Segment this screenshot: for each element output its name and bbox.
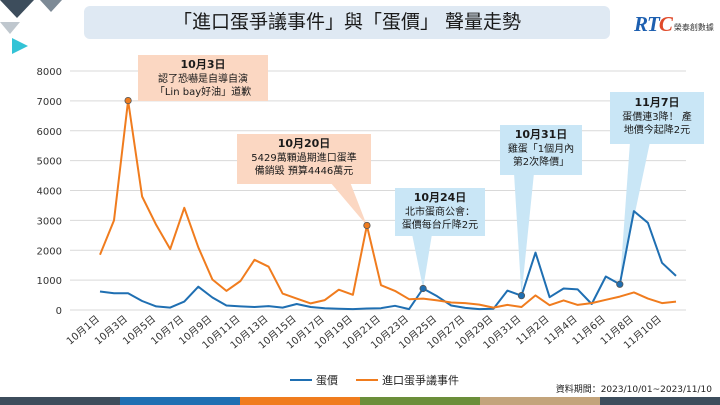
legend-item-controversy: 進口蛋爭議事件 — [356, 372, 459, 388]
footer-segment — [360, 397, 480, 405]
callout-oct24: 10月24日 北市蛋商公會： 蛋價每台斤降2元 — [395, 188, 485, 236]
callout-nov7: 11月7日 蛋價連3降！ 產 地價今起降2元 — [610, 92, 704, 144]
legend-swatch-price — [290, 379, 312, 381]
logo-mark: RTC — [634, 11, 673, 36]
footer-color-bar — [0, 397, 720, 405]
logo-name: 榮泰創數據 — [673, 22, 714, 32]
y-tick-label: 4000 — [37, 187, 62, 198]
callout-pointer — [330, 182, 367, 226]
y-tick-label: 0 — [56, 306, 62, 317]
callout-oct31-line1: 雞蛋「1個月內 — [507, 144, 575, 155]
callout-oct20: 10月20日 5429萬顆過期進口蛋準 備銷毀 預算4446萬元 — [237, 134, 371, 184]
y-tick-label: 7000 — [37, 97, 62, 108]
footer-segment — [480, 397, 600, 405]
callout-pointer — [412, 234, 432, 289]
callout-oct31-title: 10月31日 — [514, 128, 568, 141]
callout-oct20-line1: 5429萬顆過期進口蛋準 — [251, 153, 357, 164]
legend-swatch-controversy — [356, 379, 378, 381]
y-tick-label: 6000 — [37, 127, 62, 138]
callout-nov7-line2: 地價今起降2元 — [623, 125, 691, 136]
callout-oct3: 10月3日 認了恐嚇是自導自演 「Lin bay好油」道歉 — [138, 55, 268, 101]
chart-legend: 蛋價 進口蛋爭議事件 — [290, 372, 459, 388]
y-tick-label: 8000 — [37, 67, 62, 78]
legend-label-controversy: 進口蛋爭議事件 — [382, 374, 459, 387]
callout-oct24-line2: 蛋價每台斤降2元 — [401, 220, 479, 231]
legend-label-price: 蛋價 — [316, 374, 338, 387]
y-tick-label: 2000 — [37, 246, 62, 257]
callout-pointer — [514, 173, 534, 296]
callout-oct24-title: 10月24日 — [413, 191, 467, 204]
callout-oct24-line1: 北市蛋商公會： — [405, 207, 475, 218]
annotated-point — [616, 280, 624, 288]
callout-nov7-title: 11月7日 — [634, 96, 680, 109]
brand-logo: RTC 榮泰創數據 — [634, 12, 714, 36]
footer-segment — [0, 397, 120, 405]
annotated-point — [363, 221, 371, 230]
corner-decoration — [0, 0, 62, 54]
legend-item-price: 蛋價 — [290, 372, 338, 388]
source-note: 資料期間：2023/10/01~2023/11/10 — [555, 385, 712, 395]
callout-oct20-line2: 備銷毀 預算4446萬元 — [254, 166, 354, 177]
callout-oct31: 10月31日 雞蛋「1個月內 第2次降價」 — [500, 125, 582, 175]
callout-nov7-line1: 蛋價連3降！ 產 — [622, 112, 692, 123]
y-tick-label: 3000 — [37, 216, 62, 227]
callout-oct20-title: 10月20日 — [277, 137, 331, 150]
callout-oct3-line1: 認了恐嚇是自導自演 — [158, 74, 248, 85]
series-line-controversy — [99, 99, 677, 309]
callout-oct31-line2: 第2次降價」 — [512, 157, 570, 168]
series-line-price — [99, 210, 677, 311]
annotated-point — [517, 292, 526, 300]
y-tick-label: 1000 — [37, 276, 62, 287]
annotated-point — [419, 284, 427, 293]
callout-oct3-line2: 「Lin bay好油」道歉 — [154, 87, 252, 98]
chart-title: 「進口蛋爭議事件」與「蛋價」 聲量走勢 — [84, 6, 610, 39]
annotated-point — [124, 96, 132, 105]
callout-oct3-title: 10月3日 — [180, 58, 226, 71]
footer-segment — [120, 397, 240, 405]
y-tick-label: 5000 — [37, 157, 62, 168]
footer-segment — [600, 397, 720, 405]
footer-segment — [240, 397, 360, 405]
